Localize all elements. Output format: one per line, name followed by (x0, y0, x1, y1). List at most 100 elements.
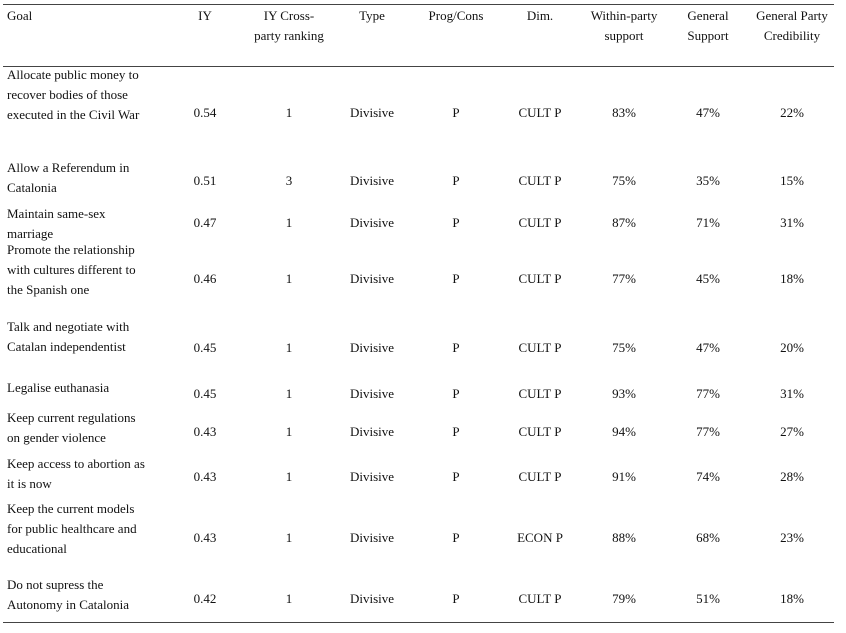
dim-cell: CULT P (518, 340, 562, 355)
header-gensup-line1: General (687, 8, 729, 23)
goal-cell: Allocate public money to recover bodies … (7, 65, 172, 125)
type-cell: Divisive (349, 424, 395, 439)
within-cell: 87% (612, 215, 636, 230)
gensup-cell: 47% (696, 340, 720, 355)
goal-line: Keep the current models (7, 501, 135, 516)
rank-cell: 1 (285, 469, 293, 484)
goal-line: Keep current regulations (7, 410, 136, 425)
gensup-cell: 77% (696, 424, 720, 439)
header-within: Within-party support (582, 6, 666, 46)
goal-line: Promote the relationship (7, 242, 135, 257)
header-gensup: General Support (676, 6, 740, 46)
prog-cell: P (452, 530, 460, 545)
dim-cell: CULT P (518, 591, 562, 606)
header-within-line1: Within-party (590, 8, 658, 23)
type-cell: Divisive (349, 591, 395, 606)
gensup-cell: 71% (696, 215, 720, 230)
type-cell: Divisive (349, 173, 395, 188)
header-cred-line1: General Party (756, 8, 828, 23)
header-rank-line1: IY Cross- (263, 8, 315, 23)
rank-cell: 1 (285, 386, 293, 401)
dim-cell: CULT P (518, 386, 562, 401)
header-within-line2: support (604, 28, 644, 43)
goal-line: Allow a Referendum in (7, 160, 130, 175)
type-cell: Divisive (349, 105, 395, 120)
goal-line: Talk and negotiate with (7, 319, 130, 334)
header-cred: General Party Credibility (748, 6, 836, 46)
prog-cell: P (452, 105, 460, 120)
rank-cell: 3 (285, 173, 293, 188)
prog-cell: P (452, 173, 460, 188)
goal-line: Keep access to abortion as (7, 456, 145, 471)
goal-cell: Maintain same-sex marriage (7, 204, 172, 244)
within-cell: 75% (612, 173, 636, 188)
table-top-rule (3, 4, 834, 5)
goal-line: the Spanish one (7, 282, 90, 297)
goal-line: executed in the Civil War (7, 107, 140, 122)
iy-cell: 0.43 (193, 530, 217, 545)
iy-cell: 0.43 (193, 424, 217, 439)
goal-line: Allocate public money to (7, 67, 139, 82)
within-cell: 79% (612, 591, 636, 606)
goal-line: recover bodies of those (7, 87, 128, 102)
goal-line: Catalan independentist (7, 339, 126, 354)
iy-cell: 0.43 (193, 469, 217, 484)
dim-cell: CULT P (518, 424, 562, 439)
type-cell: Divisive (349, 386, 395, 401)
goal-cell: Keep access to abortion as it is now (7, 454, 172, 494)
goal-cell: Keep current regulations on gender viole… (7, 408, 172, 448)
gensup-cell: 74% (696, 469, 720, 484)
iy-cell: 0.45 (193, 340, 217, 355)
within-cell: 83% (612, 105, 636, 120)
header-iy: IY (198, 8, 212, 23)
within-cell: 88% (612, 530, 636, 545)
goal-line: educational (7, 541, 67, 556)
cred-cell: 20% (780, 340, 804, 355)
header-goal: Goal (7, 8, 33, 23)
header-rank-line2: party ranking (254, 28, 324, 43)
prog-cell: P (452, 591, 460, 606)
header-type: Type (359, 8, 385, 23)
rank-cell: 1 (285, 105, 293, 120)
goal-cell: Keep the current models for public healt… (7, 499, 172, 559)
rank-cell: 1 (285, 271, 293, 286)
dim-cell: CULT P (518, 271, 562, 286)
within-cell: 77% (612, 271, 636, 286)
goal-cell: Talk and negotiate with Catalan independ… (7, 317, 172, 357)
type-cell: Divisive (349, 215, 395, 230)
prog-cell: P (452, 271, 460, 286)
cred-cell: 22% (780, 105, 804, 120)
cred-cell: 23% (780, 530, 804, 545)
within-cell: 91% (612, 469, 636, 484)
cred-cell: 18% (780, 591, 804, 606)
cred-cell: 15% (780, 173, 804, 188)
goal-line: marriage (7, 226, 54, 241)
prog-cell: P (452, 469, 460, 484)
prog-cell: P (452, 424, 460, 439)
header-cred-line2: Credibility (763, 28, 821, 43)
rank-cell: 1 (285, 530, 293, 545)
dim-cell: CULT P (518, 105, 562, 120)
goal-cell: Do not supress the Autonomy in Catalonia (7, 575, 172, 615)
goal-cell: Promote the relationship with cultures d… (7, 240, 172, 300)
gensup-cell: 45% (696, 271, 720, 286)
dim-cell: CULT P (518, 469, 562, 484)
within-cell: 75% (612, 340, 636, 355)
goal-line: on gender violence (7, 430, 106, 445)
header-dim: Dim. (526, 8, 554, 23)
iy-cell: 0.42 (193, 591, 217, 606)
iy-cell: 0.46 (193, 271, 217, 286)
prog-cell: P (452, 386, 460, 401)
iy-cell: 0.45 (193, 386, 217, 401)
header-prog: Prog/Cons (428, 8, 484, 23)
type-cell: Divisive (349, 340, 395, 355)
gensup-cell: 68% (696, 530, 720, 545)
within-cell: 94% (612, 424, 636, 439)
dim-cell: CULT P (518, 173, 562, 188)
iy-cell: 0.51 (193, 173, 217, 188)
goal-line: Do not supress the (7, 577, 104, 592)
cred-cell: 18% (780, 271, 804, 286)
gensup-cell: 51% (696, 591, 720, 606)
table-header-rule (3, 66, 834, 67)
goal-line: Autonomy in Catalonia (7, 597, 130, 612)
